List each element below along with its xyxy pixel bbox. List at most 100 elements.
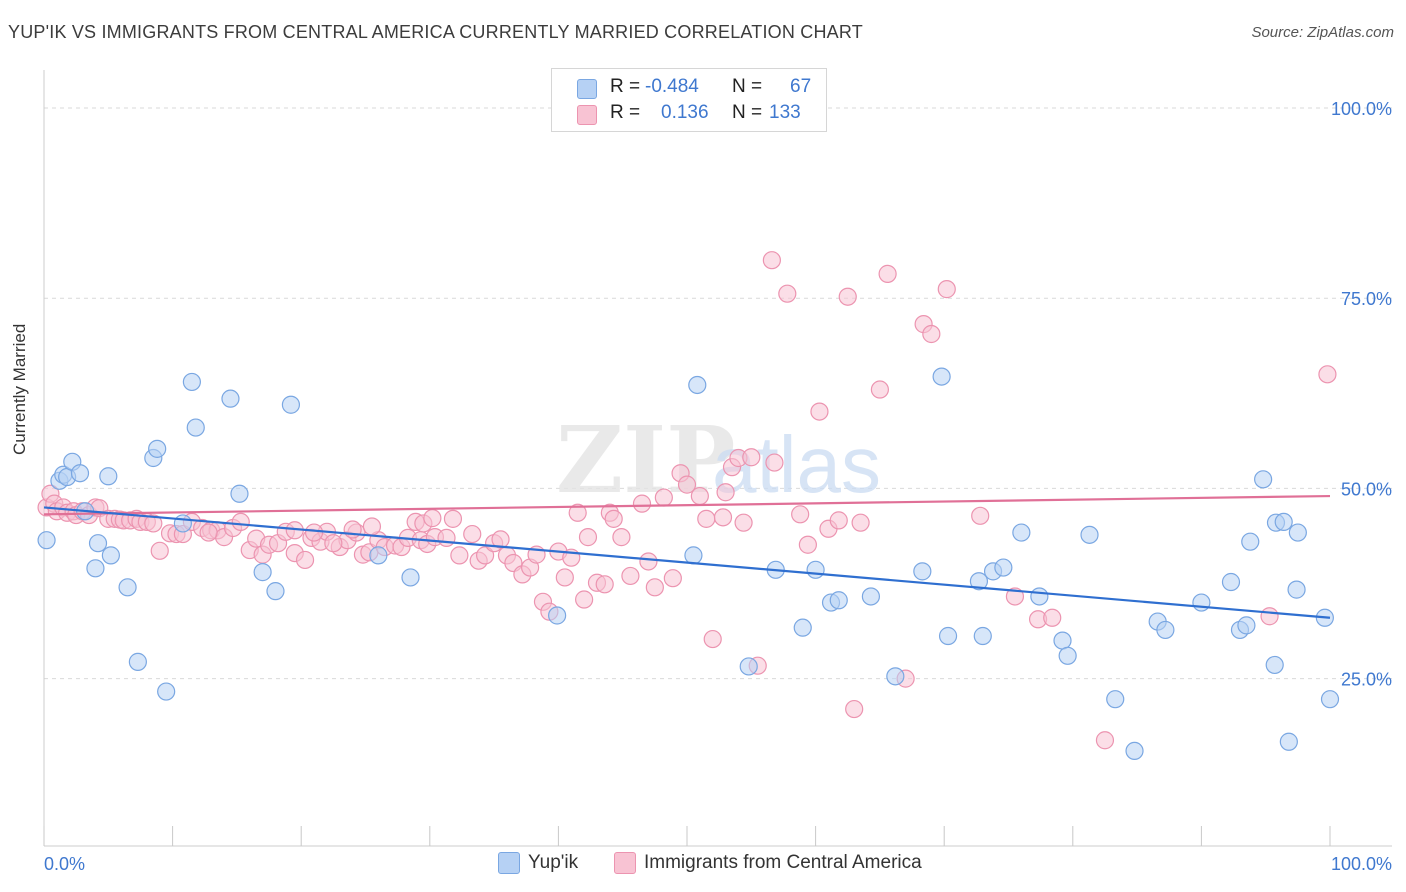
yupik-point <box>938 626 958 646</box>
yupik-point <box>688 375 707 395</box>
immigrants-point <box>742 448 761 467</box>
yupik-point <box>253 563 272 582</box>
yupik-point <box>1287 580 1306 599</box>
yupik-point <box>1221 572 1241 592</box>
y-axis-label: Currently Married <box>10 323 29 455</box>
yupik-point <box>128 652 147 671</box>
yupik-point <box>1030 587 1049 606</box>
immigrants-point <box>645 578 664 597</box>
legend-label-immigrants: Immigrants from Central America <box>644 852 922 873</box>
yupik-point <box>886 667 905 686</box>
yupik-point <box>230 484 249 503</box>
legend-swatch-blue <box>498 852 520 874</box>
yupik-point <box>1265 655 1284 675</box>
immigrants-point <box>1005 587 1025 606</box>
yupik-point <box>913 562 932 581</box>
yupik-point <box>99 467 118 486</box>
immigrants-point <box>639 552 658 571</box>
yupik-point <box>973 626 992 646</box>
legend-r-label: R = <box>610 76 641 97</box>
axes <box>43 70 1392 847</box>
immigrants-point <box>734 513 753 532</box>
yupik-point <box>1053 631 1072 650</box>
source-credit: Source: ZipAtlas.com <box>1251 24 1394 41</box>
yupik-point <box>1156 620 1175 640</box>
legend-swatch-pink <box>614 852 636 874</box>
immigrants-point <box>443 509 463 528</box>
immigrants-point <box>778 284 797 303</box>
chart-title: YUP'IK VS IMMIGRANTS FROM CENTRAL AMERIC… <box>8 22 863 42</box>
gridlines <box>44 107 1392 680</box>
immigrants-point <box>845 699 864 719</box>
x-tick-label: 0.0% <box>44 854 85 874</box>
yupik-point <box>1288 523 1307 542</box>
yupik-point <box>266 582 285 601</box>
immigrants-point <box>663 569 682 588</box>
legend-n-value: 67 <box>790 76 812 97</box>
immigrants-point <box>231 512 250 532</box>
legend-swatch-blue <box>577 79 597 99</box>
immigrants-point <box>878 264 897 283</box>
immigrants-point <box>144 514 163 533</box>
immigrants-point <box>810 402 829 421</box>
immigrants-point <box>632 494 652 513</box>
legend-r-value: 0.136 <box>661 102 709 123</box>
immigrants-point <box>199 523 218 542</box>
yupik-point <box>806 560 825 579</box>
legend-r-label: R = <box>610 102 641 123</box>
yupik-point <box>148 439 167 458</box>
yupik-point <box>1080 525 1099 544</box>
immigrants-point <box>791 505 810 524</box>
yupik-point <box>281 395 301 414</box>
yupik-trend-line <box>43 506 1331 619</box>
immigrants-point <box>437 528 456 547</box>
immigrants-point <box>604 509 623 528</box>
immigrants-point <box>798 535 817 554</box>
yupik-points <box>37 367 1340 761</box>
legend-n-label: N = <box>732 76 763 97</box>
immigrants-point <box>1095 731 1115 750</box>
immigrants-point <box>475 546 495 565</box>
immigrants-point <box>937 280 956 299</box>
yupik-point <box>157 682 176 701</box>
yupik-point <box>1274 512 1293 532</box>
yupik-point <box>182 372 201 392</box>
immigrants-point <box>654 488 673 507</box>
yupik-point <box>1106 690 1125 709</box>
yupik-point <box>37 531 56 550</box>
legend-n-label: N = <box>732 102 763 123</box>
yupik-point <box>221 389 240 408</box>
immigrants-point <box>838 287 857 306</box>
yupik-point <box>86 559 105 578</box>
yupik-point <box>793 618 812 637</box>
yupik-point <box>1237 616 1256 635</box>
immigrants-point <box>555 568 574 587</box>
immigrants-point <box>1043 608 1062 627</box>
immigrants-point <box>713 508 733 527</box>
immigrants-point <box>568 503 587 522</box>
immigrants-point <box>971 506 990 525</box>
immigrants-point <box>829 511 848 530</box>
immigrants-point <box>304 523 324 542</box>
x-tick-label: 100.0% <box>1331 854 1392 874</box>
yupik-point <box>186 418 205 437</box>
legend-label-yupik: Yup'ik <box>528 852 579 873</box>
y-tick-label: 100.0% <box>1331 99 1392 119</box>
yupik-point <box>548 606 567 625</box>
immigrants-point <box>362 517 382 536</box>
immigrants-point <box>851 513 870 532</box>
immigrants-point <box>575 590 594 609</box>
yupik-point <box>1125 741 1144 761</box>
immigrants-point <box>762 251 781 270</box>
yupik-point <box>88 534 108 553</box>
y-tick-label: 25.0% <box>1341 670 1392 690</box>
immigrants-point <box>1318 365 1337 384</box>
yupik-point <box>369 546 388 565</box>
immigrants-point <box>578 528 598 547</box>
yupik-point <box>401 568 420 587</box>
yupik-point <box>861 587 880 606</box>
legend-swatch-pink <box>577 105 597 125</box>
yupik-point <box>1254 470 1273 489</box>
trend-lines <box>43 494 1331 619</box>
yupik-point <box>70 464 90 483</box>
